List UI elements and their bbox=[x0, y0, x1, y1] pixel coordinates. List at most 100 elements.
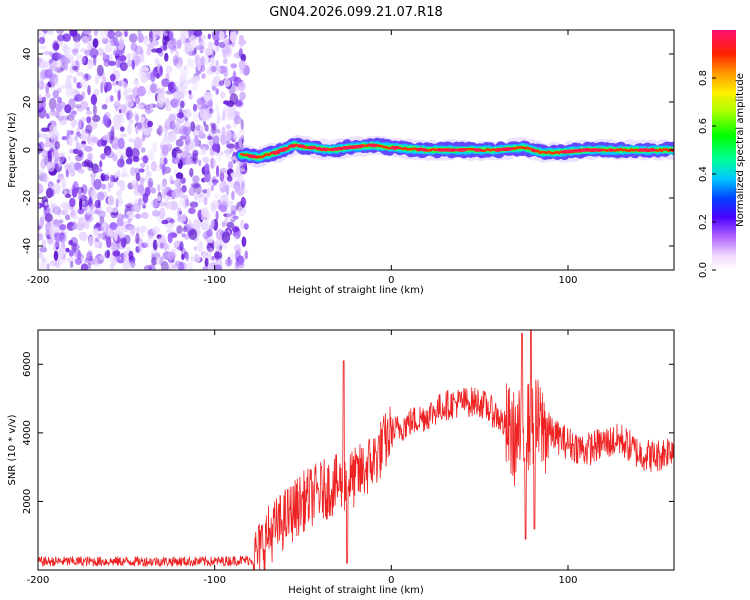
noise-blob bbox=[152, 141, 158, 154]
noise-blob bbox=[243, 223, 249, 230]
noise-blob bbox=[144, 104, 150, 111]
noise-blob bbox=[49, 59, 54, 64]
noise-blob bbox=[102, 52, 106, 59]
signal-peak-blob bbox=[247, 154, 256, 158]
noise-blob bbox=[224, 150, 231, 159]
noise-blob bbox=[128, 250, 134, 261]
noise-blob bbox=[142, 193, 149, 204]
noise-blob bbox=[204, 163, 210, 173]
noise-blob bbox=[60, 176, 66, 182]
noise-blob bbox=[234, 250, 240, 261]
signal-peak-blob bbox=[640, 148, 648, 152]
noise-blob bbox=[49, 230, 55, 239]
noise-blob bbox=[184, 134, 191, 146]
noise-blob bbox=[126, 225, 135, 231]
noise-blob bbox=[155, 82, 159, 89]
noise-blob bbox=[223, 100, 230, 105]
noise-blob bbox=[188, 207, 196, 215]
noise-blob bbox=[218, 80, 224, 87]
noise-blob bbox=[52, 90, 59, 99]
noise-blob bbox=[81, 160, 89, 168]
noise-blob bbox=[197, 240, 204, 253]
noise-blob bbox=[112, 114, 121, 126]
noise-blob bbox=[81, 144, 88, 149]
noise-blob bbox=[137, 242, 144, 251]
noise-blob bbox=[78, 232, 87, 240]
noise-blob bbox=[110, 241, 117, 252]
snr-y-axis-label: SNR (10 * v/v) bbox=[7, 414, 18, 485]
noise-blob bbox=[175, 149, 183, 154]
noise-blob bbox=[206, 229, 213, 238]
noise-blob bbox=[77, 168, 85, 174]
noise-blob bbox=[69, 30, 78, 37]
noise-blob bbox=[208, 63, 215, 75]
noise-blob bbox=[39, 262, 47, 270]
noise-blob bbox=[147, 43, 154, 49]
noise-blob bbox=[71, 187, 78, 198]
noise-blob bbox=[161, 163, 166, 176]
noise-blob bbox=[112, 64, 116, 75]
noise-blob bbox=[185, 261, 193, 270]
noise-blob bbox=[140, 242, 149, 248]
noise-blob bbox=[164, 106, 171, 112]
noise-blob bbox=[199, 108, 208, 121]
noise-blob bbox=[120, 237, 127, 248]
noise-blob bbox=[145, 103, 152, 115]
noise-blob bbox=[200, 215, 204, 221]
snr-axes-frame bbox=[37, 329, 675, 571]
signal-peak-blob bbox=[436, 148, 444, 152]
noise-blob bbox=[219, 171, 225, 182]
noise-blob bbox=[219, 167, 228, 174]
noise-blob bbox=[150, 198, 158, 209]
signal-peak-blob bbox=[494, 148, 503, 152]
noise-blob bbox=[192, 73, 201, 83]
noise-blob bbox=[162, 178, 168, 188]
noise-blob bbox=[240, 196, 246, 208]
noise-blob bbox=[102, 135, 109, 141]
signal-peak-blob bbox=[307, 145, 317, 150]
noise-blob bbox=[72, 242, 77, 254]
noise-blob bbox=[76, 82, 83, 89]
noise-blob bbox=[88, 198, 92, 205]
noise-blob bbox=[96, 139, 103, 147]
noise-blob bbox=[201, 73, 206, 79]
noise-blob bbox=[230, 135, 239, 140]
noise-blob bbox=[41, 256, 46, 263]
noise-blob bbox=[226, 139, 231, 149]
noise-blob bbox=[87, 41, 92, 52]
noise-blob bbox=[84, 73, 89, 82]
noise-blob bbox=[177, 217, 181, 222]
noise-blob bbox=[195, 197, 205, 204]
noise-blob bbox=[42, 30, 48, 34]
noise-blob bbox=[218, 41, 226, 48]
noise-blob bbox=[135, 213, 142, 219]
noise-blob bbox=[167, 232, 173, 244]
noise-blob bbox=[147, 149, 155, 162]
noise-blob bbox=[203, 197, 208, 206]
noise-blob bbox=[135, 94, 140, 105]
noise-blob bbox=[52, 205, 62, 215]
noise-blob bbox=[214, 251, 223, 259]
noise-blob bbox=[50, 203, 55, 214]
noise-blob bbox=[230, 172, 238, 178]
noise-blob bbox=[49, 260, 58, 267]
noise-blob bbox=[94, 73, 99, 85]
noise-blob bbox=[211, 85, 216, 92]
noise-blob bbox=[50, 84, 55, 91]
noise-blob bbox=[230, 63, 237, 69]
noise-blob bbox=[135, 114, 139, 122]
noise-blob bbox=[105, 81, 112, 92]
noise-blob bbox=[242, 161, 247, 170]
noise-blob bbox=[102, 114, 109, 126]
noise-blob bbox=[215, 120, 219, 133]
signal-peak-blob bbox=[277, 148, 287, 152]
noise-blob bbox=[63, 189, 67, 196]
noise-blob bbox=[61, 136, 68, 141]
noise-blob bbox=[204, 257, 209, 267]
noise-blob bbox=[82, 205, 88, 212]
noise-blob bbox=[194, 182, 202, 195]
noise-blob bbox=[54, 240, 60, 248]
signal-peak-blob bbox=[648, 148, 657, 152]
noise-blob bbox=[71, 110, 77, 115]
noise-blob bbox=[63, 62, 69, 71]
